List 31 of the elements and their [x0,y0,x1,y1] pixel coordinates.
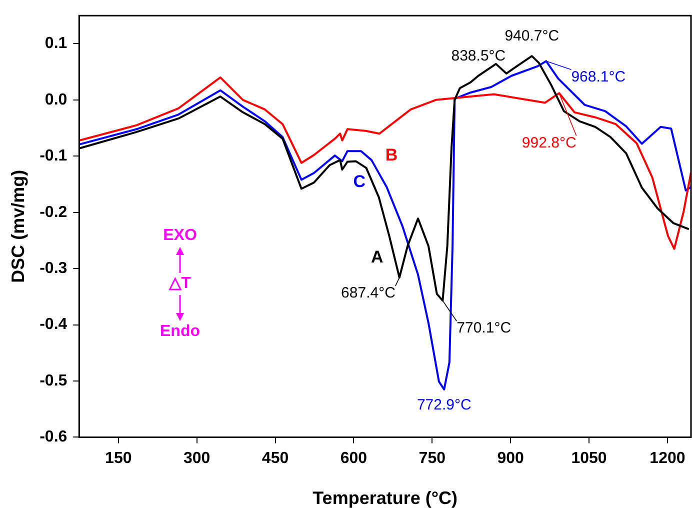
x-tick-label: 150 [105,450,132,468]
annotation: 838.5°C [451,47,506,64]
annotation: 772.9°C [416,396,472,414]
annotation: 687.4°C [341,284,396,302]
annotation: EXO [162,227,198,244]
annotation: 940.7°C [504,28,560,45]
series-label: C [353,172,366,191]
y-tick-label: -0.3 [40,260,68,277]
series-label: A [370,248,384,267]
x-tick-label: 750 [418,450,446,468]
x-tick-label: 300 [183,450,210,468]
y-axis-title: DSC (mv/mg) [8,170,28,283]
x-tick-label: 450 [262,450,289,468]
annotation: Endo [159,323,201,340]
y-tick-label: -0.1 [40,148,68,165]
y-tick-label: -0.4 [40,316,68,334]
x-axis-title: Temperature (°C) [312,488,458,508]
x-tick-label: 1050 [571,450,607,468]
y-tick-label: 0.0 [44,91,68,108]
y-tick-label: 0.1 [44,35,68,52]
y-tick-label: -0.5 [40,372,68,390]
annotation: 992.8°C [522,134,576,152]
x-tick-label: 1200 [650,450,686,468]
annotation: 770.1°C [456,320,512,337]
y-tick-label: -0.6 [40,428,68,446]
y-tick-label: -0.2 [40,204,68,221]
series-label: B [385,145,398,164]
x-tick-label: 600 [340,450,368,468]
annotation: △T [168,275,192,292]
x-tick-label: 900 [497,450,524,468]
annotation: 968.1°C [571,68,626,86]
